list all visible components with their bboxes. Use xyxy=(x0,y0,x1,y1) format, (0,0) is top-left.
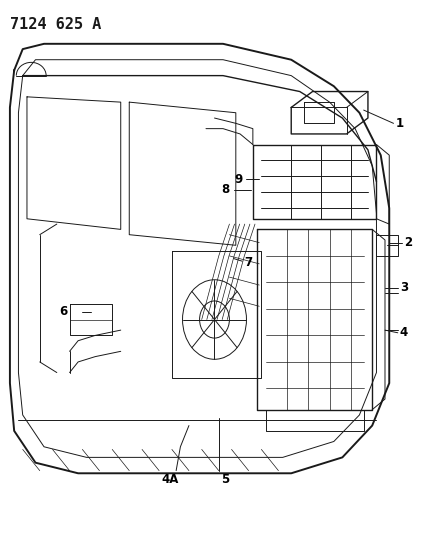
Text: 4A: 4A xyxy=(161,473,178,486)
Text: 9: 9 xyxy=(234,173,242,185)
Text: 2: 2 xyxy=(404,236,412,249)
Text: 5: 5 xyxy=(221,473,229,486)
Text: 8: 8 xyxy=(221,183,230,196)
Text: 1: 1 xyxy=(396,117,404,130)
Text: 4: 4 xyxy=(400,326,408,340)
Text: 7124 625 A: 7124 625 A xyxy=(10,17,101,33)
Text: 6: 6 xyxy=(59,305,67,318)
Text: 7: 7 xyxy=(245,256,252,269)
Text: 3: 3 xyxy=(400,281,408,294)
